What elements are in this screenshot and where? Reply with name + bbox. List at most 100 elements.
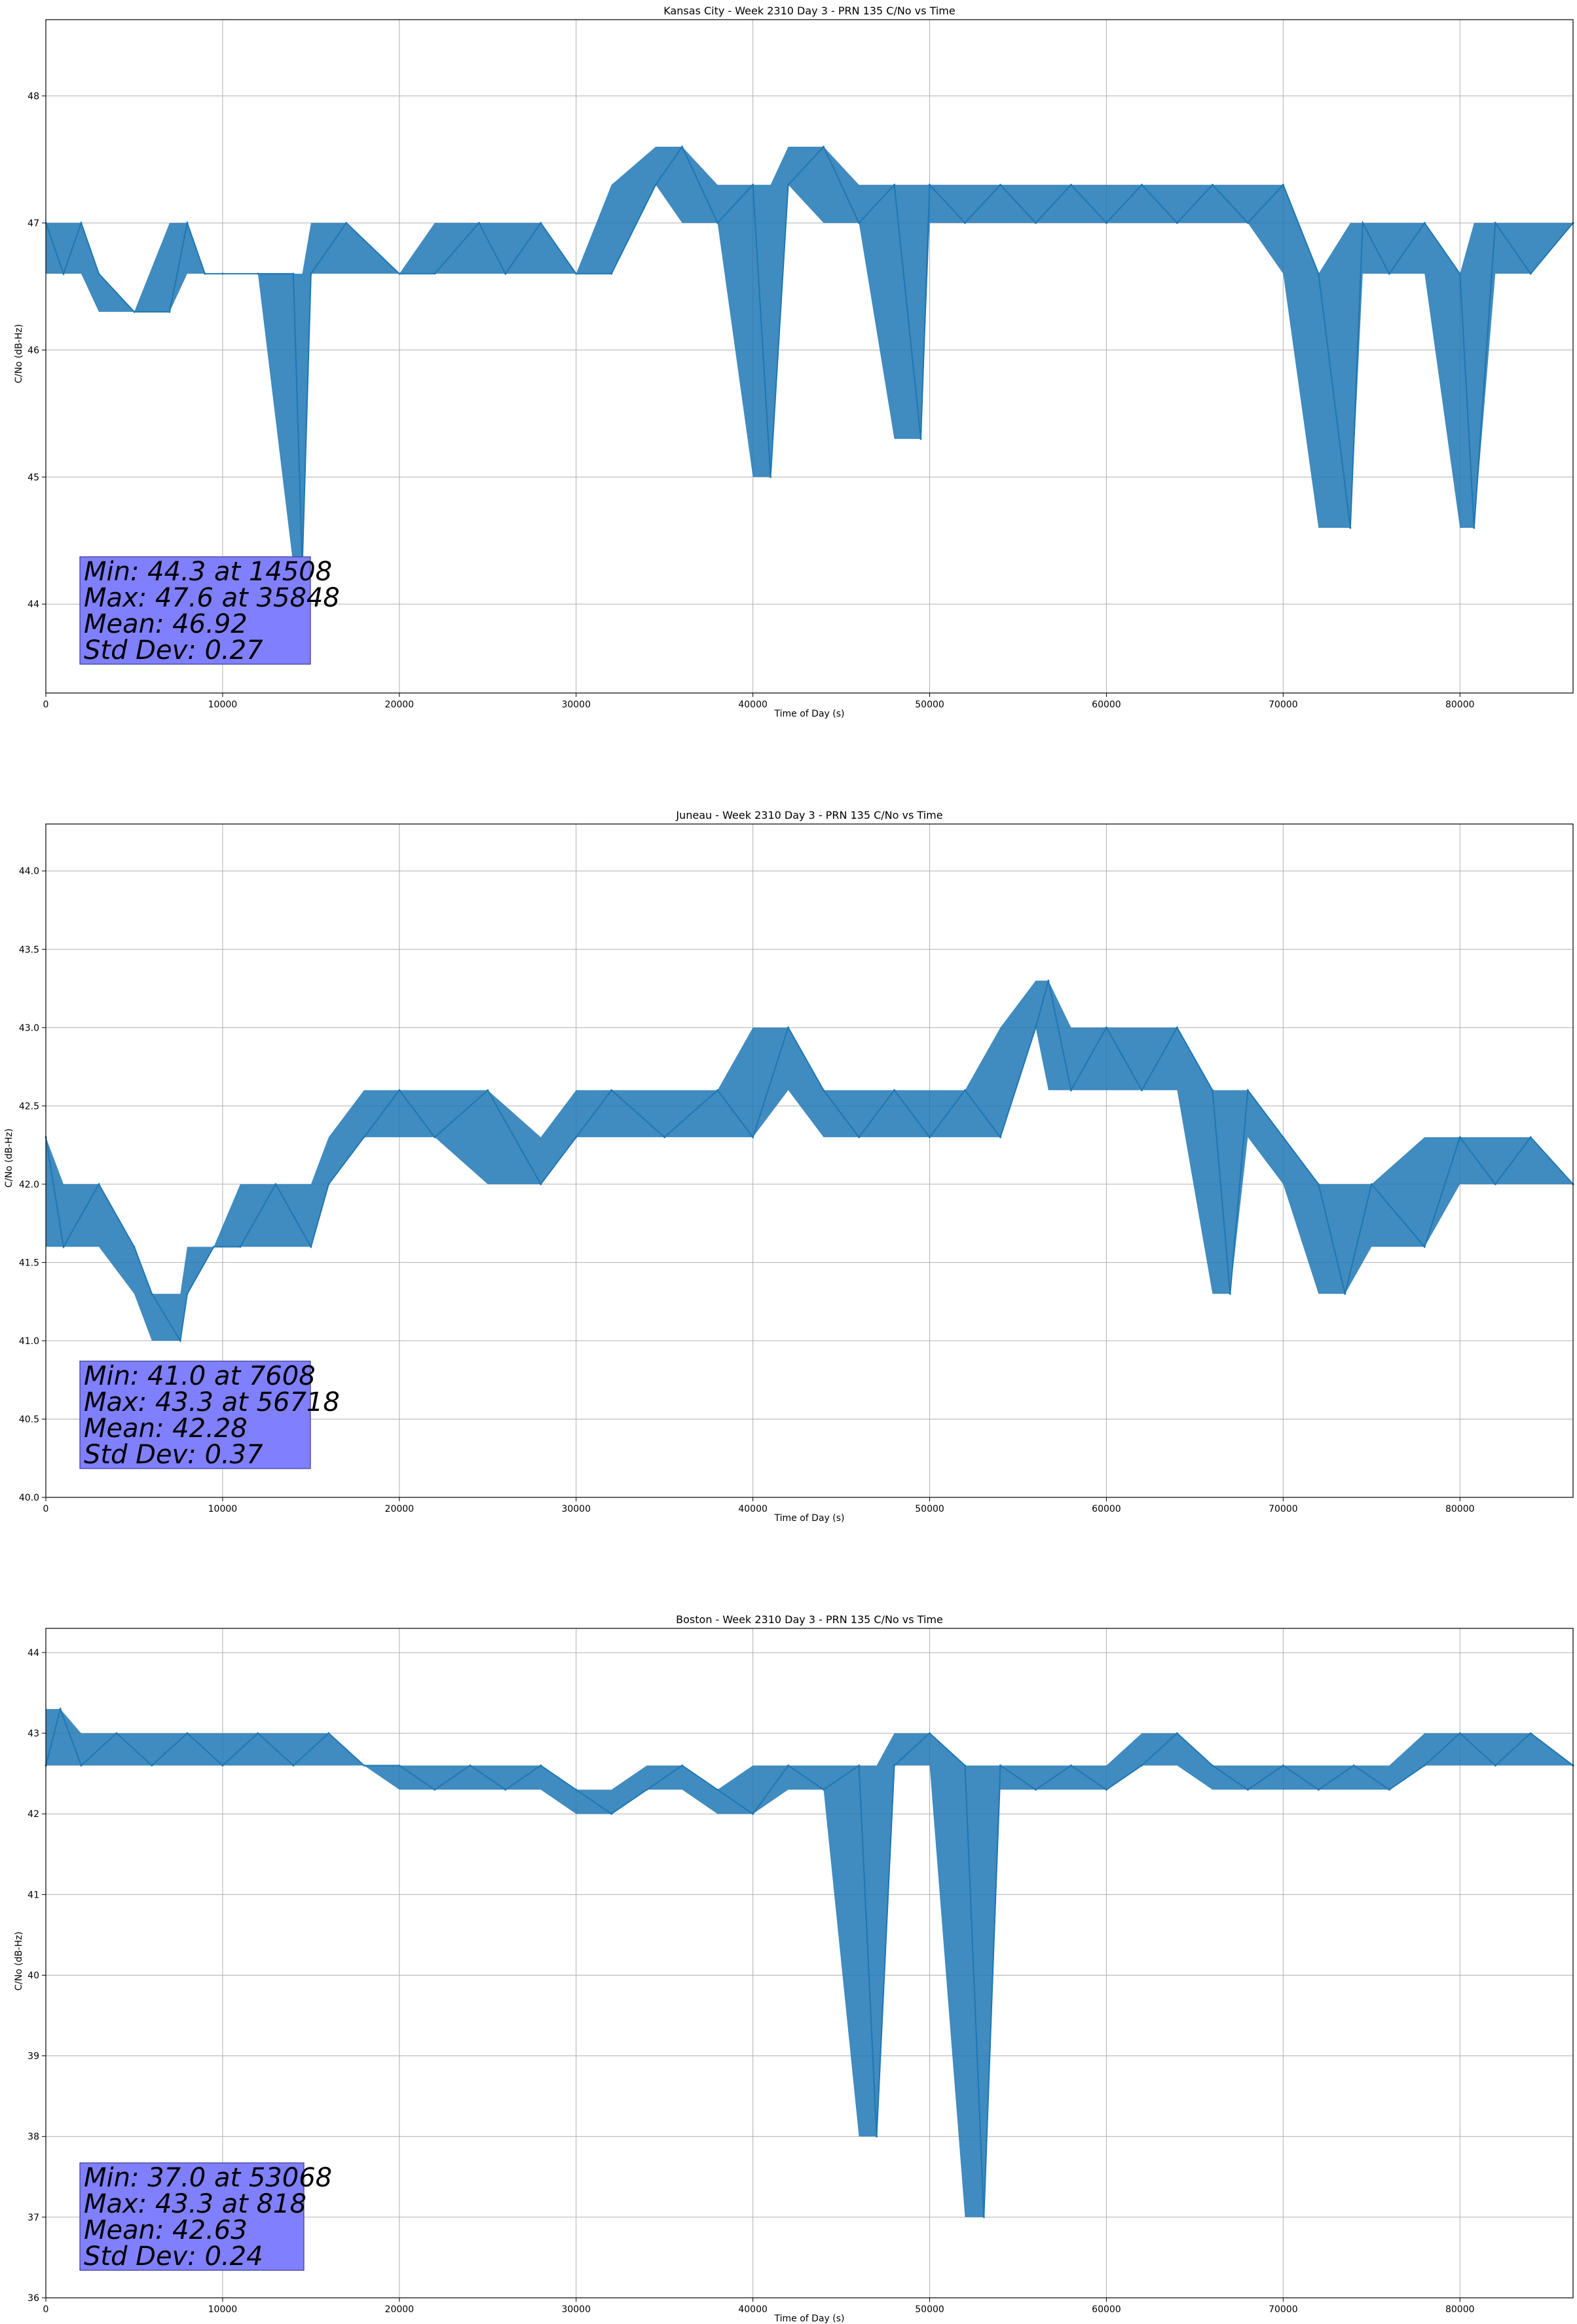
data-point	[1211, 1089, 1214, 1091]
data-point	[681, 145, 684, 148]
data-point	[59, 1708, 62, 1710]
data-point	[999, 183, 1001, 186]
stats-box: Min: 44.3 at 14508 Max: 47.6 at 35848 Me…	[79, 556, 340, 665]
stats-box-background	[79, 556, 311, 665]
x-tick-label: 70000	[1269, 2304, 1298, 2315]
data-point	[80, 1764, 83, 1767]
data-point	[964, 1764, 967, 1767]
y-tick-label: 36	[28, 2293, 39, 2304]
plot-area: 0 10000 20000 30000 40000 50000 60000 70000 8000…	[19, 823, 1574, 1514]
data-point	[1034, 221, 1037, 224]
data-point	[151, 1764, 153, 1767]
stats-min: Min: 44.3 at 14508	[84, 557, 332, 587]
data-point	[982, 2216, 985, 2219]
data-point	[1529, 272, 1532, 275]
data-point	[999, 1136, 1001, 1138]
data-point	[204, 272, 206, 275]
data-point	[716, 221, 719, 224]
x-tick-label: 80000	[1445, 1504, 1475, 1514]
y-tick-label: 39	[28, 2052, 39, 2062]
data-point	[1282, 183, 1284, 186]
data-point	[98, 1183, 100, 1186]
y-axis-label: C/No (dB-Hz)	[14, 1932, 24, 1991]
data-point	[1176, 221, 1178, 224]
y-tick-label: 43.0	[19, 1023, 39, 1034]
y-tick-label: 48	[28, 91, 39, 102]
data-point	[221, 1764, 224, 1767]
data-point	[239, 1245, 242, 1248]
data-point	[823, 1089, 825, 1091]
x-axis-label: Time of Day (s)	[774, 709, 845, 719]
x-tick-label: 40000	[738, 1504, 768, 1514]
x-tick-label: 80000	[1445, 700, 1475, 710]
data-point	[168, 310, 171, 313]
data-point	[1105, 221, 1107, 224]
data-point	[62, 1245, 65, 1248]
chart-title: Juneau - Week 2310 Day 3 - PRN 135 C/No …	[675, 809, 942, 821]
data-point	[151, 1292, 153, 1295]
x-tick-label: 60000	[1092, 700, 1121, 710]
data-point	[221, 272, 224, 275]
data-point	[363, 1764, 365, 1767]
stats-box: Min: 41.0 at 7608 Max: 43.3 at 56718 Mea…	[79, 1360, 340, 1470]
y-tick-label: 43	[28, 1729, 39, 1739]
stats-box-background	[79, 2162, 305, 2271]
data-point	[716, 1089, 719, 1091]
data-point	[1370, 1183, 1373, 1186]
data-point	[893, 1089, 896, 1091]
data-point	[1069, 183, 1072, 186]
data-point	[610, 272, 613, 275]
data-point	[115, 1732, 118, 1734]
data-point	[787, 1764, 790, 1767]
data-point	[610, 1812, 613, 1815]
y-tick-label: 40.5	[19, 1414, 39, 1425]
data-point	[1140, 1089, 1143, 1091]
data-point	[1282, 1136, 1284, 1138]
stats-mean: Mean: 46.92	[84, 609, 248, 639]
data-point	[345, 221, 348, 224]
data-point	[1388, 272, 1390, 275]
data-point	[327, 1183, 330, 1186]
data-point	[1494, 221, 1496, 224]
y-tick-label: 44.0	[19, 867, 39, 877]
data-point	[469, 1764, 472, 1767]
data-point	[752, 1136, 754, 1138]
x-tick-label: 50000	[915, 1504, 944, 1514]
x-tick-label: 60000	[1092, 2304, 1121, 2315]
data-point	[1362, 221, 1364, 224]
data-point	[1140, 1764, 1143, 1767]
y-tick-label: 44	[28, 599, 39, 610]
x-tick-label: 0	[43, 2304, 49, 2315]
data-point	[654, 183, 657, 186]
data-point	[310, 272, 312, 275]
data-point	[1494, 1183, 1496, 1186]
stats-box: Min: 37.0 at 53068 Max: 43.3 at 818 Mean…	[79, 2162, 332, 2272]
data-point	[1176, 1026, 1178, 1029]
data-point	[823, 1788, 825, 1791]
x-tick-label: 70000	[1269, 1504, 1298, 1514]
stats-box-background	[79, 1360, 311, 1469]
data-point	[876, 2135, 878, 2138]
chart-panel-juneau: Juneau - Week 2310 Day 3 - PRN 135 C/No …	[4, 809, 1574, 1524]
data-point	[787, 183, 790, 186]
stats-max: Max: 43.3 at 56718	[84, 1387, 340, 1417]
y-axis-label: C/No (dB-Hz)	[4, 1129, 14, 1188]
data-point	[893, 183, 896, 186]
data-point	[1494, 1764, 1496, 1767]
data-point	[1352, 1764, 1355, 1767]
data-point	[1458, 1136, 1461, 1138]
axes-frame	[45, 19, 1574, 694]
data-point	[257, 272, 259, 275]
data-point	[1176, 1732, 1178, 1734]
data-point	[1246, 1788, 1249, 1791]
x-tick-label: 20000	[385, 1504, 415, 1514]
data-point	[610, 1089, 613, 1091]
data-point	[310, 1245, 312, 1248]
y-tick-label: 40	[28, 1970, 39, 1981]
x-axis-label: Time of Day (s)	[774, 2314, 845, 2324]
series-line	[45, 145, 1574, 567]
data-point	[292, 272, 295, 275]
y-tick-label: 37	[28, 2213, 39, 2223]
x-tick-label: 0	[43, 1504, 49, 1514]
